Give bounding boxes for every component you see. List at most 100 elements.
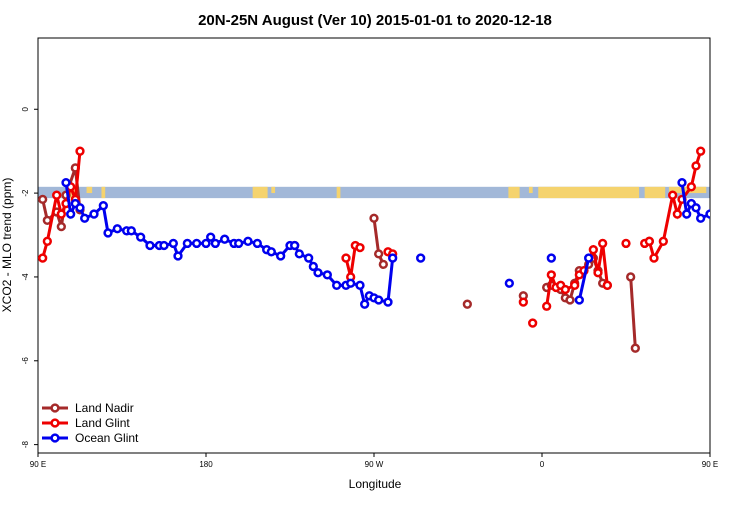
data-point-land-glint: [355, 242, 365, 253]
data-point-ocean-glint: [201, 238, 211, 249]
data-point-land-nadir: [739, 211, 746, 218]
data-point-land-glint: [621, 238, 631, 249]
data-point-ocean-glint: [243, 236, 253, 246]
data-point-ocean-glint: [206, 232, 216, 242]
series-land-glint: [38, 146, 706, 328]
data-point-ocean-glint: [266, 247, 276, 257]
data-point-ocean-glint: [220, 234, 230, 244]
data-point-land-nadir: [630, 343, 640, 353]
data-point-land-glint: [75, 146, 85, 156]
series-line-land-glint: [644, 150, 703, 262]
legend-marker-land-glint: [50, 418, 60, 428]
series-layer: [38, 146, 750, 353]
x-tick-label: 180: [199, 460, 213, 469]
map-land-patch: [528, 186, 533, 194]
data-point-land-nadir: [369, 213, 379, 223]
data-point-ocean-glint: [210, 238, 220, 249]
data-point-land-glint: [38, 253, 48, 263]
legend-marker-land-nadir: [50, 403, 60, 413]
data-point-ocean-glint: [546, 253, 556, 263]
data-point-ocean-glint: [159, 240, 169, 251]
data-point-ocean-glint: [322, 270, 332, 280]
data-point-ocean-glint: [677, 177, 687, 188]
map-land-patch: [745, 187, 750, 198]
data-point-land-nadir: [626, 272, 636, 282]
y-tick-label: -4: [21, 273, 30, 281]
map-land-patch: [644, 186, 666, 199]
data-point-ocean-glint: [112, 224, 122, 234]
data-point-land-glint: [602, 280, 612, 290]
data-point-ocean-glint: [192, 238, 202, 249]
data-point-land-nadir: [565, 295, 575, 305]
data-point-land-nadir: [716, 217, 723, 224]
data-point-ocean-glint: [252, 238, 262, 249]
data-point-land-nadir: [378, 259, 388, 270]
data-point-land-glint: [598, 238, 608, 249]
data-point-ocean-glint: [276, 251, 286, 261]
data-point-ocean-glint: [126, 226, 136, 236]
data-point-ocean-glint: [75, 203, 85, 213]
data-point-ocean-glint: [504, 278, 514, 288]
axes: 90 E 180 90 W 0 90 E 0 -2 -4 -6 -8: [21, 37, 718, 469]
data-point-ocean-glint: [721, 230, 728, 237]
data-point-land-glint: [658, 236, 668, 246]
data-point-ocean-glint: [705, 209, 710, 219]
data-point-ocean-glint: [696, 213, 706, 223]
data-point-ocean-glint: [168, 238, 178, 249]
x-tick-label: 90 E: [702, 460, 718, 469]
data-point-ocean-glint: [313, 268, 323, 278]
data-point-land-nadir: [38, 194, 48, 205]
y-tick-label: -2: [21, 189, 30, 197]
data-point-ocean-glint: [304, 253, 314, 263]
map-ocean-band: [38, 186, 710, 199]
data-point-land-glint: [649, 253, 659, 263]
data-point-ocean-glint: [89, 209, 99, 219]
map-land-patch: [252, 186, 268, 199]
map-land-patch: [508, 186, 520, 199]
y-tick-label: -6: [21, 357, 30, 365]
data-point-land-nadir: [56, 221, 66, 232]
y-axis-label: XCO2 - MLO trend (ppm): [0, 178, 14, 313]
data-point-ocean-glint: [308, 261, 318, 272]
data-point-land-glint: [588, 245, 598, 255]
series-line-land-nadir: [733, 168, 750, 214]
data-point-ocean-glint: [290, 240, 300, 251]
data-point-ocean-glint: [383, 297, 393, 307]
data-point-land-glint: [56, 209, 66, 219]
map-land-patch: [101, 186, 106, 199]
data-point-ocean-glint: [360, 299, 370, 309]
legend-label-ocean-glint: Ocean Glint: [75, 431, 139, 445]
data-point-land-glint: [668, 190, 678, 200]
data-point-land-glint: [542, 301, 552, 311]
data-point-ocean-glint: [145, 240, 155, 251]
series-line-land-nadir: [629, 276, 637, 349]
data-point-ocean-glint: [416, 253, 426, 263]
data-point-land-glint: [593, 268, 603, 278]
data-point-ocean-glint: [234, 238, 244, 249]
data-point-ocean-glint: [332, 280, 342, 290]
data-point-land-nadir: [462, 299, 472, 309]
x-tick-label: 0: [540, 460, 545, 469]
y-tick-label: -8: [21, 441, 30, 449]
data-point-ocean-glint: [388, 253, 398, 263]
series-ocean-glint: [61, 177, 728, 309]
data-point-ocean-glint: [294, 249, 304, 259]
data-point-land-nadir: [735, 181, 742, 188]
data-point-land-glint: [691, 161, 701, 171]
chart-title: 20N-25N August (Ver 10) 2015-01-01 to 20…: [198, 12, 552, 29]
map-land-patch: [86, 186, 93, 194]
data-point-ocean-glint: [173, 251, 183, 261]
data-point-ocean-glint: [136, 232, 146, 242]
map-land-patch: [538, 186, 640, 199]
data-point-ocean-glint: [346, 278, 356, 288]
data-point-ocean-glint: [182, 238, 192, 249]
data-point-ocean-glint: [691, 203, 701, 213]
map-land-patch: [271, 186, 276, 194]
data-point-land-nadir: [711, 198, 718, 205]
data-point-ocean-glint: [98, 201, 108, 211]
data-point-land-glint: [686, 182, 696, 192]
data-point-land-nadir: [730, 202, 737, 209]
series-line-ocean-glint: [577, 257, 591, 301]
